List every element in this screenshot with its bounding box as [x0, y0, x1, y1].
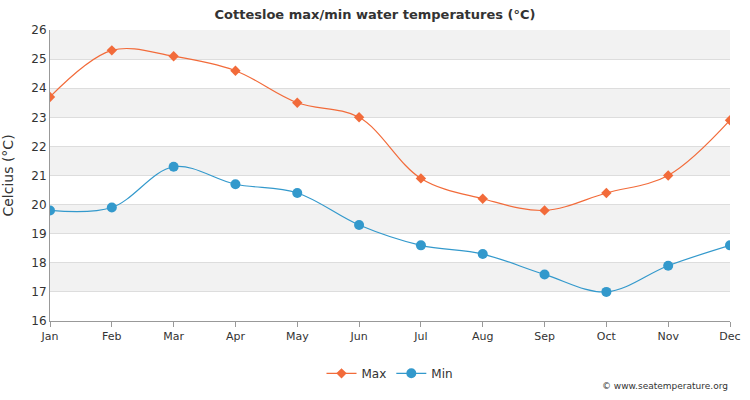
svg-text:Mar: Mar — [163, 330, 184, 343]
svg-text:19: 19 — [31, 227, 46, 241]
svg-text:Feb: Feb — [102, 330, 121, 343]
svg-text:Nov: Nov — [657, 330, 679, 343]
svg-text:25: 25 — [31, 52, 46, 66]
svg-text:May: May — [286, 330, 309, 343]
svg-text:Aug: Aug — [472, 330, 493, 343]
svg-text:18: 18 — [31, 256, 46, 270]
svg-text:21: 21 — [31, 169, 46, 183]
svg-text:22: 22 — [31, 140, 46, 154]
svg-text:Max: Max — [362, 367, 387, 381]
svg-text:16: 16 — [31, 314, 46, 328]
svg-text:20: 20 — [31, 198, 46, 212]
svg-text:Jul: Jul — [413, 330, 427, 343]
svg-text:Jan: Jan — [41, 330, 59, 343]
svg-text:Sep: Sep — [534, 330, 555, 343]
svg-text:Apr: Apr — [226, 330, 246, 343]
svg-text:Dec: Dec — [719, 330, 740, 343]
svg-text:17: 17 — [31, 285, 46, 299]
svg-text:© www.seatemperature.org: © www.seatemperature.org — [602, 381, 728, 391]
svg-text:Celcius (°C): Celcius (°C) — [0, 134, 16, 216]
svg-text:26: 26 — [31, 23, 46, 37]
svg-text:Jun: Jun — [349, 330, 367, 343]
svg-text:Oct: Oct — [597, 330, 617, 343]
svg-text:Cottesloe max/min water temper: Cottesloe max/min water temperatures (°C… — [215, 7, 536, 22]
svg-text:24: 24 — [31, 81, 46, 95]
svg-text:Min: Min — [431, 367, 452, 381]
svg-text:23: 23 — [31, 111, 46, 125]
